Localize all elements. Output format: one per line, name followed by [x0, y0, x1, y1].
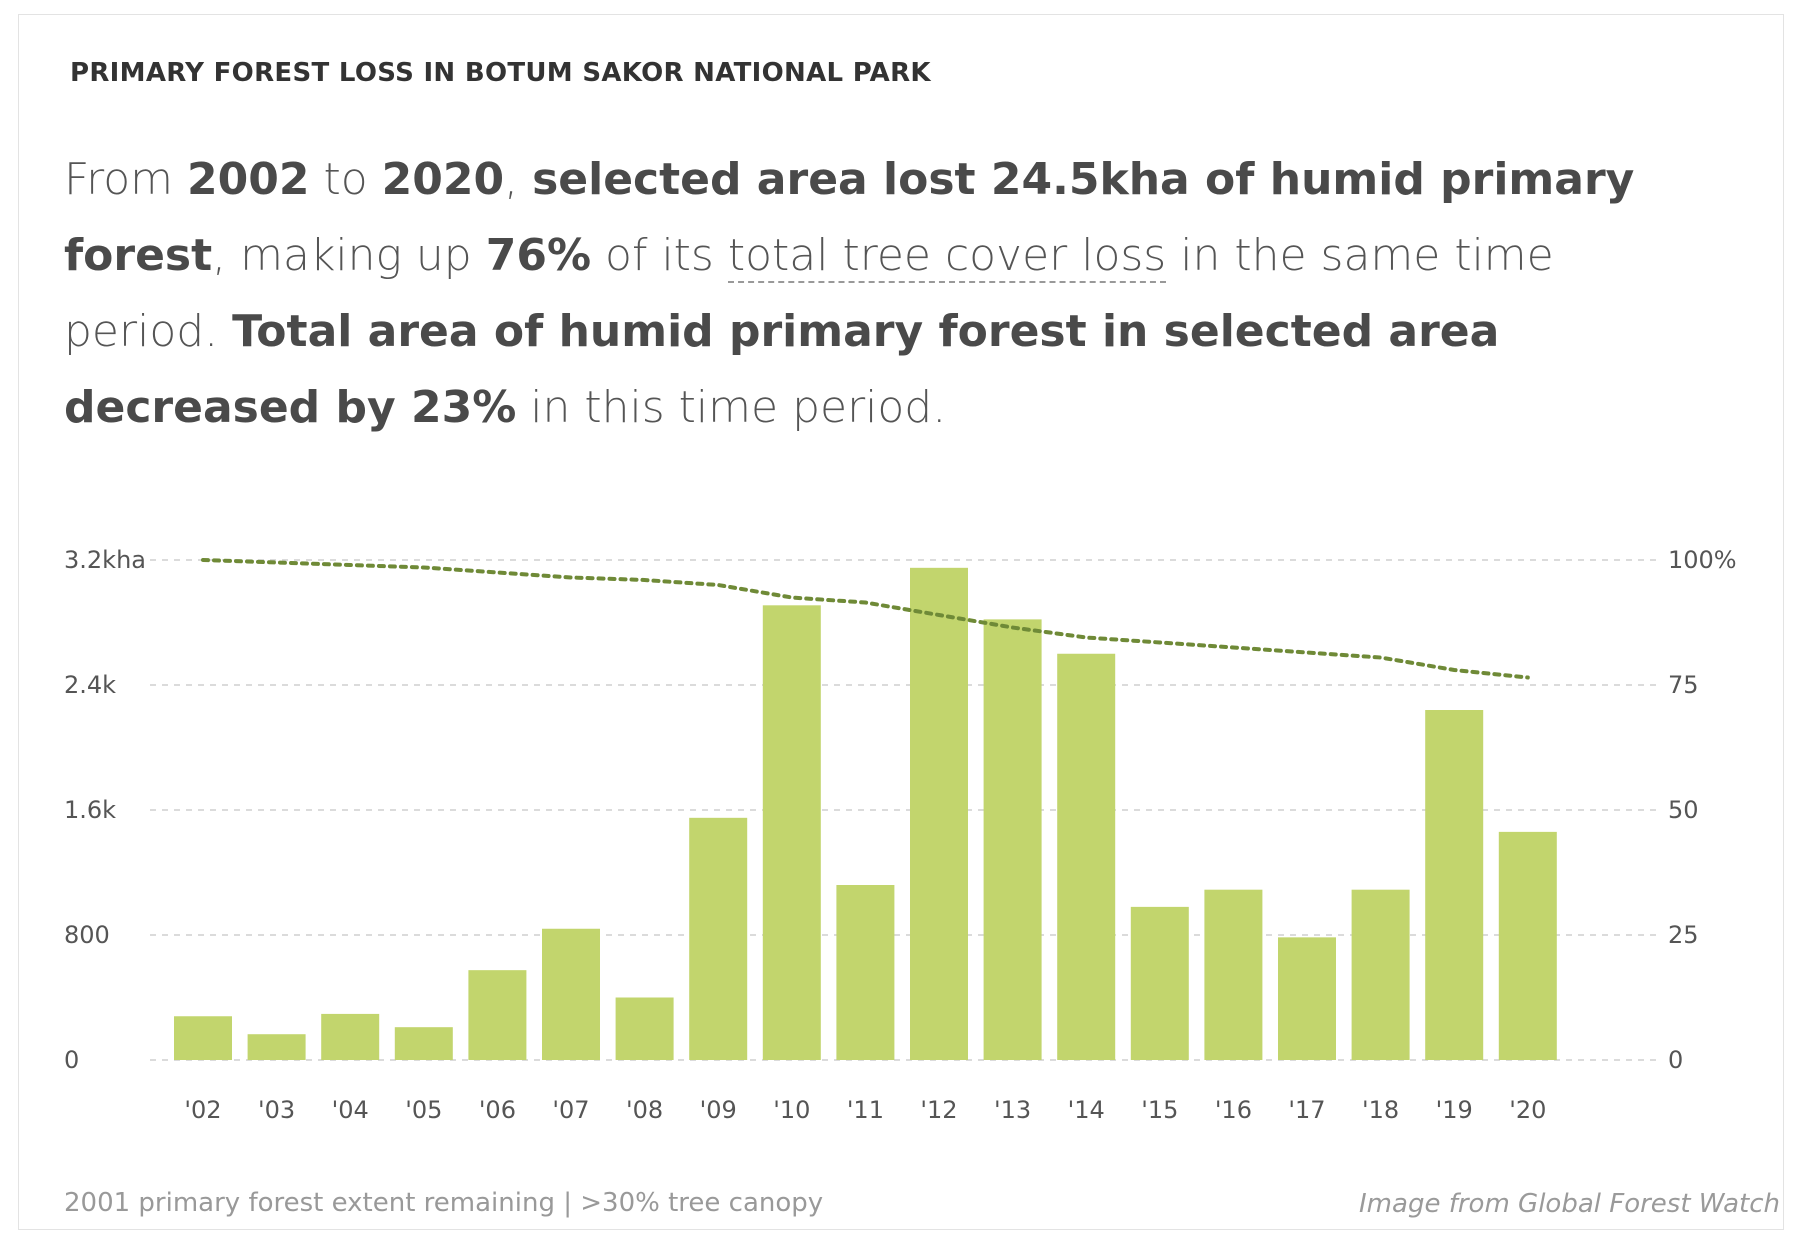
bar: [1498, 831, 1557, 1060]
x-tick-label: '18: [1362, 1096, 1399, 1124]
footer-extent-note: 2001 primary forest extent remaining | >…: [64, 1188, 824, 1218]
footer-attribution: Image from Global Forest Watch: [1359, 1189, 1780, 1219]
summary-start-year: 2002: [187, 154, 310, 205]
summary-decrease: Total area of humid primary forest in se…: [64, 306, 1500, 433]
x-tick-label: '12: [920, 1096, 957, 1124]
x-tick-label: '08: [626, 1096, 663, 1124]
y-left-tick-label: 800: [64, 921, 110, 949]
x-tick-label: '19: [1436, 1096, 1473, 1124]
bar: [762, 605, 821, 1060]
bar: [247, 1034, 306, 1060]
y-left-tick-label: 0: [64, 1046, 79, 1074]
y-right-tick-label: 25: [1668, 921, 1699, 949]
bar: [983, 619, 1042, 1060]
bar: [1130, 906, 1189, 1060]
x-tick-label: '20: [1509, 1096, 1546, 1124]
x-tick-label: '07: [552, 1096, 589, 1124]
primary-forest-extent-line: [201, 558, 1530, 680]
x-tick-label: '17: [1288, 1096, 1325, 1124]
bar: [542, 928, 600, 1060]
y-left-tick-label: 1.6k: [64, 796, 116, 824]
x-tick-label: '16: [1215, 1096, 1252, 1124]
y-right-tick-label: 75: [1668, 671, 1699, 699]
x-tick-label: '06: [479, 1096, 516, 1124]
x-tick-label: '15: [1141, 1096, 1178, 1124]
bar: [321, 1013, 380, 1060]
summary-loss: selected area lost 24.5kha of humid prim…: [64, 154, 1635, 281]
summary-text: to: [309, 154, 382, 205]
bar: [615, 997, 674, 1060]
widget-summary: From 2002 to 2020, selected area lost 24…: [64, 142, 1664, 446]
y-right-tick-label: 100%: [1668, 546, 1737, 574]
bar: [1057, 653, 1116, 1060]
summary-text: in the same time period.: [64, 230, 1554, 357]
tree-cover-loss-link[interactable]: total tree cover loss: [727, 230, 1167, 283]
y-right-tick-label: 0: [1668, 1046, 1683, 1074]
bar: [1425, 710, 1484, 1060]
summary-percent: 76%: [485, 230, 592, 281]
summary-text: From: [64, 154, 187, 205]
bar: [174, 1016, 232, 1060]
y-left-tick-label: 2.4k: [64, 671, 116, 699]
x-tick-label: '04: [332, 1096, 369, 1124]
bar: [689, 817, 748, 1060]
summary-text: , making up: [212, 230, 486, 281]
x-tick-label: '09: [700, 1096, 737, 1124]
summary-text: of its: [591, 230, 728, 281]
bar: [1278, 937, 1336, 1060]
x-tick-label: '02: [184, 1096, 221, 1124]
x-tick-label: '14: [1068, 1096, 1105, 1124]
bar: [394, 1027, 453, 1060]
bar: [1204, 889, 1263, 1060]
bar: [1351, 889, 1410, 1060]
summary-text: in this time period.: [516, 382, 947, 433]
widget-card: [18, 14, 1784, 1230]
y-left-tick-label: 3.2kha: [64, 546, 146, 574]
x-tick-label: '11: [847, 1096, 884, 1124]
x-tick-label: '10: [773, 1096, 810, 1124]
bar: [910, 567, 968, 1060]
x-tick-label: '05: [405, 1096, 442, 1124]
widget-title: PRIMARY FOREST LOSS IN BOTUM SAKOR NATIO…: [70, 58, 931, 88]
y-right-tick-label: 50: [1668, 796, 1699, 824]
x-tick-label: '03: [258, 1096, 295, 1124]
bar: [468, 970, 527, 1060]
summary-text: ,: [504, 154, 533, 205]
summary-end-year: 2020: [381, 154, 505, 205]
bar: [836, 885, 895, 1060]
x-tick-label: '13: [994, 1096, 1031, 1124]
